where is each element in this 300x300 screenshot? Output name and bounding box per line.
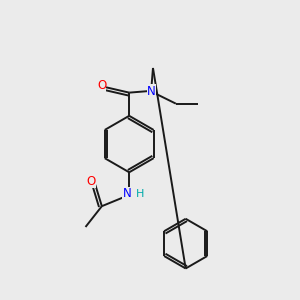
Text: N: N	[123, 187, 132, 200]
Text: O: O	[97, 79, 106, 92]
Text: O: O	[86, 175, 96, 188]
Text: H: H	[136, 189, 145, 199]
Text: N: N	[147, 85, 156, 98]
